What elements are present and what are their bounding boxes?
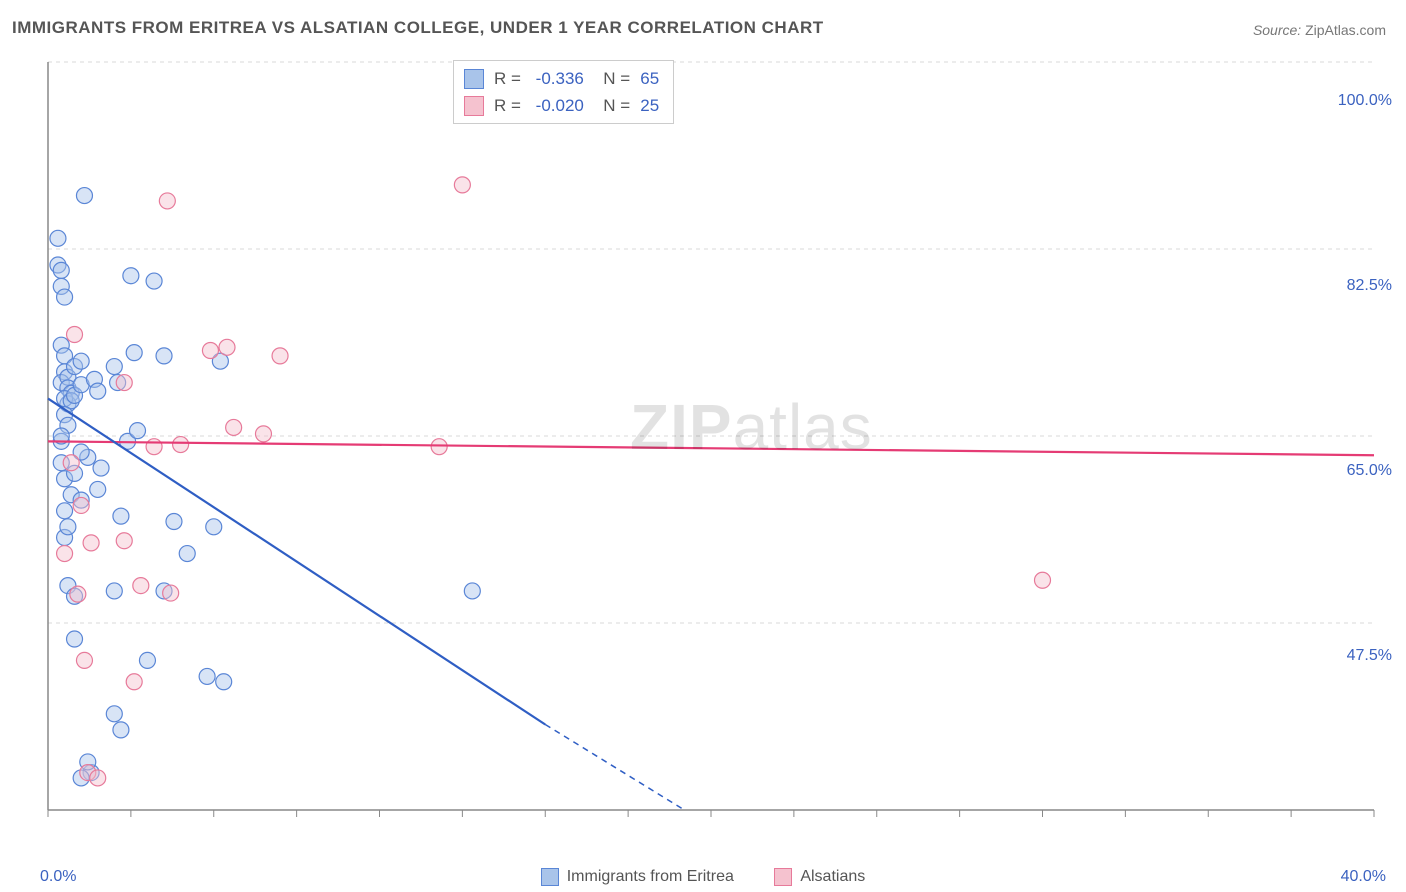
- stat-n-pink: 25: [640, 92, 659, 119]
- y-axis-tick-label: 82.5%: [1347, 277, 1392, 295]
- chart-svg: [46, 60, 1376, 840]
- legend-stats-row-pink: R = -0.020 N = 25: [464, 92, 659, 119]
- legend-item-pink: Alsatians: [774, 868, 865, 886]
- legend-item-blue: Immigrants from Eritrea: [541, 868, 734, 886]
- legend-swatch-pink: [774, 868, 792, 886]
- legend-swatch-pink: [464, 96, 484, 116]
- source-prefix: Source:: [1253, 22, 1305, 38]
- chart-title: IMMIGRANTS FROM ERITREA VS ALSATIAN COLL…: [12, 18, 824, 38]
- plot-area: [46, 60, 1376, 840]
- y-axis-tick-label: 100.0%: [1338, 92, 1392, 110]
- stat-r-blue: -0.336: [536, 65, 584, 92]
- legend-label-pink: Alsatians: [800, 868, 865, 886]
- y-axis-label-wrap: College, Under 1 year: [6, 300, 26, 560]
- y-axis-tick-label: 47.5%: [1347, 647, 1392, 665]
- source-attribution: Source: ZipAtlas.com: [1253, 22, 1386, 38]
- stat-r-pink: -0.020: [536, 92, 584, 119]
- legend-series: Immigrants from Eritrea Alsatians: [0, 868, 1406, 891]
- legend-label-blue: Immigrants from Eritrea: [567, 868, 734, 886]
- legend-stats-box: R = -0.336 N = 65 R = -0.020 N = 25: [453, 60, 674, 124]
- legend-swatch-blue: [464, 69, 484, 89]
- legend-stats-row-blue: R = -0.336 N = 65: [464, 65, 659, 92]
- y-axis-tick-label: 65.0%: [1347, 462, 1392, 480]
- stat-n-blue: 65: [640, 65, 659, 92]
- source-name: ZipAtlas.com: [1305, 22, 1386, 38]
- chart-container: IMMIGRANTS FROM ERITREA VS ALSATIAN COLL…: [0, 0, 1406, 892]
- legend-swatch-blue: [541, 868, 559, 886]
